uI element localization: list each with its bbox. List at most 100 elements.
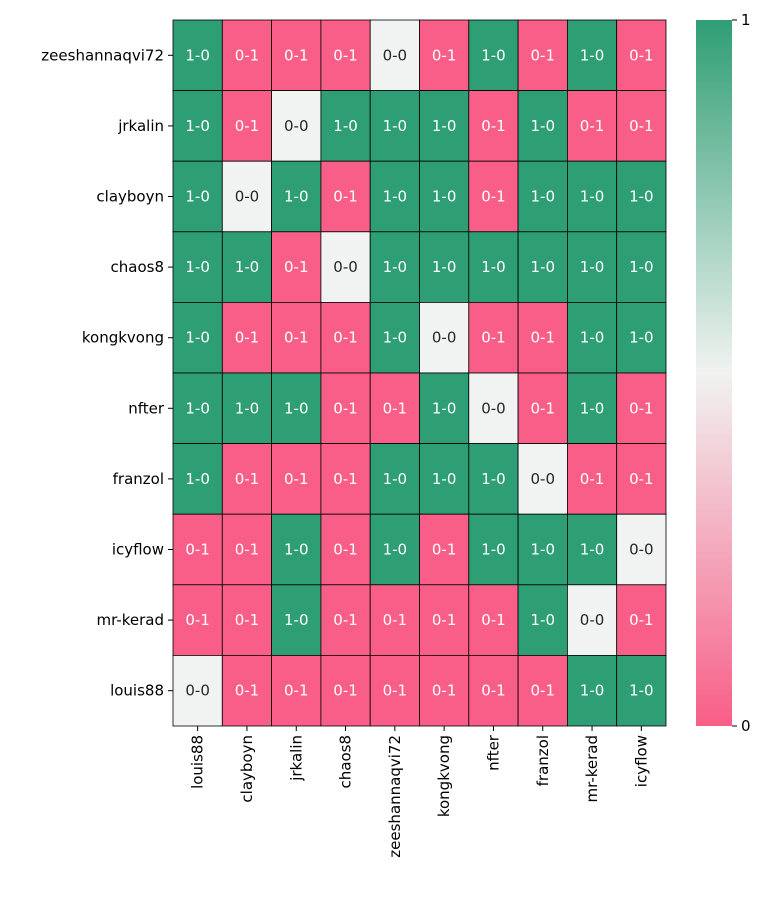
heatmap-cell <box>172 231 223 303</box>
heatmap-cell <box>468 584 519 656</box>
heatmap-cell <box>517 231 568 303</box>
x-axis-label: louis88 <box>189 735 207 789</box>
heatmap-cell-label: 1-0 <box>531 188 556 206</box>
heatmap-cell <box>271 19 322 91</box>
heatmap-cell <box>616 301 667 374</box>
heatmap-cell <box>517 443 568 515</box>
heatmap-cell-label: 0-0 <box>481 399 506 417</box>
heatmap-cell-label: 1-0 <box>629 329 654 347</box>
heatmap-cell-label: 0-1 <box>481 682 506 700</box>
heatmap-cell <box>616 584 667 656</box>
heatmap-cell-label: 1-0 <box>629 258 654 276</box>
heatmap-cell <box>221 160 273 233</box>
heatmap-cell <box>271 513 322 586</box>
heatmap-cell-label: 0-0 <box>383 46 408 64</box>
heatmap-cell-label: 1-0 <box>432 399 457 417</box>
heatmap-cell-label: 0-1 <box>333 46 358 64</box>
heatmap-cell-label: 0-0 <box>629 541 654 559</box>
x-axis-label: mr-kerad <box>583 735 601 803</box>
heatmap-cell <box>567 443 618 515</box>
heatmap-cell-label: 0-1 <box>383 399 408 417</box>
heatmap-cell <box>271 372 322 444</box>
heatmap-cell-label: 0-1 <box>383 682 408 700</box>
y-axis-label: zeeshannaqvi72 <box>41 46 164 64</box>
heatmap-cell <box>468 443 519 515</box>
heatmap-cell <box>369 655 420 727</box>
heatmap-cell-label: 0-1 <box>629 470 654 488</box>
x-axis-label: chaos8 <box>337 735 355 788</box>
y-axis-label: icyflow <box>112 541 164 559</box>
heatmap-cell-label: 0-1 <box>333 188 358 206</box>
heatmap-cell-label: 0-1 <box>284 682 309 700</box>
heatmap-cell <box>271 584 322 656</box>
heatmap-cell-label: 0-1 <box>481 188 506 206</box>
heatmap-cell-label: 0-1 <box>629 611 654 629</box>
heatmap-cell <box>271 160 322 233</box>
x-axis-label: jrkalin <box>287 735 305 782</box>
heatmap-cell <box>271 90 322 162</box>
heatmap-cell-label: 0-1 <box>235 117 260 135</box>
heatmap-cell-label: 1-0 <box>383 329 408 347</box>
heatmap-cell <box>369 584 420 656</box>
heatmap-cell <box>320 584 371 656</box>
heatmap-cell <box>567 584 618 656</box>
heatmap-cell <box>221 301 273 374</box>
heatmap-cell-label: 0-0 <box>333 258 358 276</box>
heatmap-cell <box>320 513 371 586</box>
heatmap-cell <box>517 584 568 656</box>
y-axis-label: mr-kerad <box>97 611 165 629</box>
heatmap-cell-label: 1-0 <box>432 188 457 206</box>
x-axis-label: icyflow <box>632 735 650 787</box>
heatmap-cell-label: 0-1 <box>432 611 457 629</box>
colorbar-gradient <box>696 20 732 726</box>
heatmap-cell-label: 0-1 <box>333 541 358 559</box>
heatmap-cell <box>468 160 519 233</box>
heatmap-cell <box>517 655 568 727</box>
heatmap-cell-label: 0-0 <box>235 188 260 206</box>
heatmap-cell-label: 0-1 <box>235 541 260 559</box>
heatmap-cell-label: 1-0 <box>531 258 556 276</box>
heatmap-cell <box>616 160 667 233</box>
heatmap-cell-label: 0-1 <box>580 470 605 488</box>
heatmap-cell-label: 1-0 <box>185 46 210 64</box>
heatmap-cell-label: 1-0 <box>383 188 408 206</box>
heatmap-cell-label: 1-0 <box>185 329 210 347</box>
heatmap-cell <box>517 301 568 374</box>
heatmap-cell-label: 0-1 <box>531 329 556 347</box>
heatmap-cell <box>419 19 470 91</box>
heatmap-cell-label: 0-0 <box>432 329 457 347</box>
heatmap-cell <box>221 655 273 727</box>
heatmap-cell-label: 0-1 <box>481 611 506 629</box>
heatmap-cell-label: 0-1 <box>333 470 358 488</box>
heatmap-cell-label: 0-0 <box>580 611 605 629</box>
heatmap-cell-label: 0-1 <box>333 399 358 417</box>
heatmap-cell <box>320 655 371 727</box>
heatmap-cell-label: 1-0 <box>531 541 556 559</box>
heatmap-cell <box>567 372 618 444</box>
heatmap-cell <box>517 160 568 233</box>
heatmap-cell-label: 1-0 <box>580 329 605 347</box>
heatmap-cell-label: 1-0 <box>185 470 210 488</box>
heatmap-cell-label: 1-0 <box>383 258 408 276</box>
heatmap-cell-label: 1-0 <box>284 188 309 206</box>
heatmap-cell <box>369 372 420 444</box>
heatmap-cell <box>172 443 223 515</box>
heatmap-cell-label: 0-1 <box>284 329 309 347</box>
colorbar: 1 0 <box>696 11 751 735</box>
heatmap-cell <box>517 90 568 162</box>
heatmap-cell <box>419 372 470 444</box>
heatmap-cell-label: 0-0 <box>185 682 210 700</box>
heatmap-cell-label: 1-0 <box>580 399 605 417</box>
heatmap-cell <box>320 19 371 91</box>
heatmap-cell-label: 0-1 <box>432 46 457 64</box>
y-axis-label: nfter <box>128 399 165 417</box>
heatmap-cell-label: 1-0 <box>383 541 408 559</box>
heatmap-cell-label: 0-1 <box>235 46 260 64</box>
heatmap-cell-label: 1-0 <box>580 46 605 64</box>
heatmap-cell-label: 0-1 <box>629 399 654 417</box>
y-axis-label: chaos8 <box>111 258 164 276</box>
heatmap-cell-label: 1-0 <box>481 258 506 276</box>
x-axis-label: clayboyn <box>238 735 256 803</box>
heatmap-cell-label: 1-0 <box>531 117 556 135</box>
heatmap-cell-label: 0-1 <box>383 611 408 629</box>
